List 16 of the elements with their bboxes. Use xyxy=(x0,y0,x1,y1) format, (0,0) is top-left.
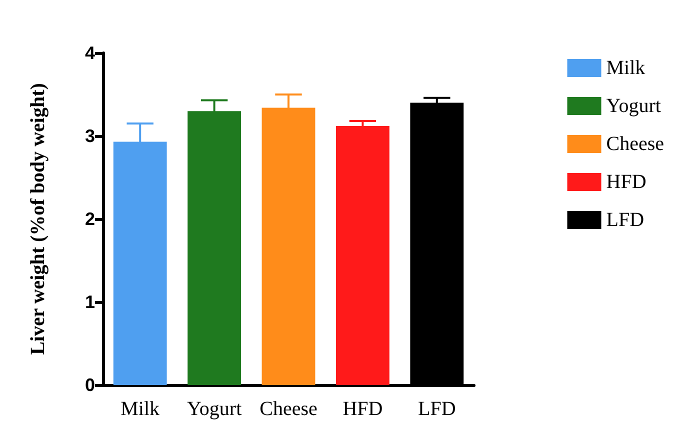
x-tick-label: HFD xyxy=(342,398,383,420)
y-tick-label: 1 xyxy=(84,292,95,312)
y-tick-label: 0 xyxy=(84,375,95,395)
x-tick-label: Cheese xyxy=(260,398,318,420)
x-tick-label: Milk xyxy=(120,398,160,420)
x-tick-label: LFD xyxy=(418,398,456,420)
x-tick-label: Yogurt xyxy=(186,398,242,420)
legend-label: Cheese xyxy=(606,133,664,155)
y-tick-label: 2 xyxy=(84,209,95,229)
y-axis-title: Liver weight (%of body weight) xyxy=(27,83,49,355)
legend-label: Yogurt xyxy=(606,95,662,117)
legend-label: Milk xyxy=(606,57,646,79)
legend-label: LFD xyxy=(606,209,644,231)
y-tick-label: 4 xyxy=(84,43,95,63)
y-tick-label: 3 xyxy=(84,126,95,146)
legend-label: HFD xyxy=(606,171,646,193)
